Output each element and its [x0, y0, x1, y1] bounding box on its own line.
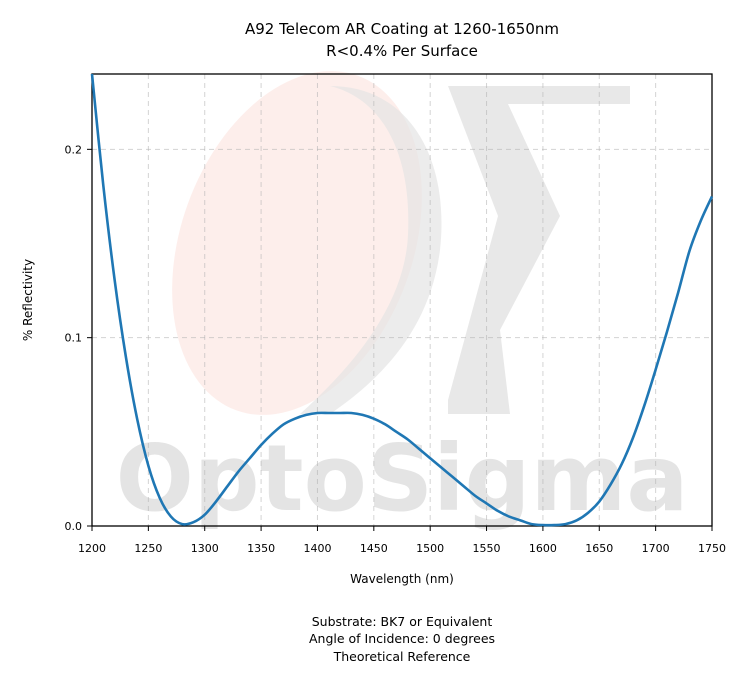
watermark-ellipse [172, 71, 422, 415]
footnote-reference: Theoretical Reference [333, 649, 471, 664]
x-axis-ticks: 1200 1250 1300 1350 1400 1450 1500 1550 1600 1650… [78, 526, 726, 555]
x-tick-label: 1700 [642, 542, 670, 555]
series-group [90, 73, 714, 527]
x-tick-label: 1400 [303, 542, 331, 555]
plot-area [91, 73, 713, 527]
y-tick-label: 0.1 [65, 332, 83, 345]
x-tick-label: 1250 [134, 542, 162, 555]
chart-subtitle: R<0.4% Per Surface [326, 42, 478, 60]
footnote-substrate: Substrate: BK7 or Equivalent [312, 614, 493, 629]
chart-title: A92 Telecom AR Coating at 1260-1650nm [245, 20, 559, 38]
x-tick-label: 1600 [529, 542, 557, 555]
watermark-omega-logo [300, 86, 442, 414]
grid [92, 74, 712, 526]
x-tick-label: 1350 [247, 542, 275, 555]
x-tick-label: 1450 [360, 542, 388, 555]
x-tick-label: 1500 [416, 542, 444, 555]
x-tick-label: 1550 [473, 542, 501, 555]
x-axis-label: Wavelength (nm) [350, 572, 454, 586]
y-axis-ticks: 0.0 0.1 0.2 [65, 143, 92, 533]
x-tick-label: 1750 [698, 542, 726, 555]
footnote-angle: Angle of Incidence: 0 degrees [309, 631, 495, 646]
watermark-text: OptoSigma [116, 425, 689, 532]
x-tick-label: 1650 [585, 542, 613, 555]
y-axis-label: % Reflectivity [21, 259, 35, 341]
series-line [90, 73, 714, 527]
watermark-sigma-logo [448, 86, 630, 414]
watermark: OptoSigma [116, 71, 689, 532]
y-tick-label: 0.2 [65, 143, 83, 156]
y-tick-label: 0.0 [65, 520, 83, 533]
x-tick-label: 1200 [78, 542, 106, 555]
x-tick-label: 1300 [191, 542, 219, 555]
